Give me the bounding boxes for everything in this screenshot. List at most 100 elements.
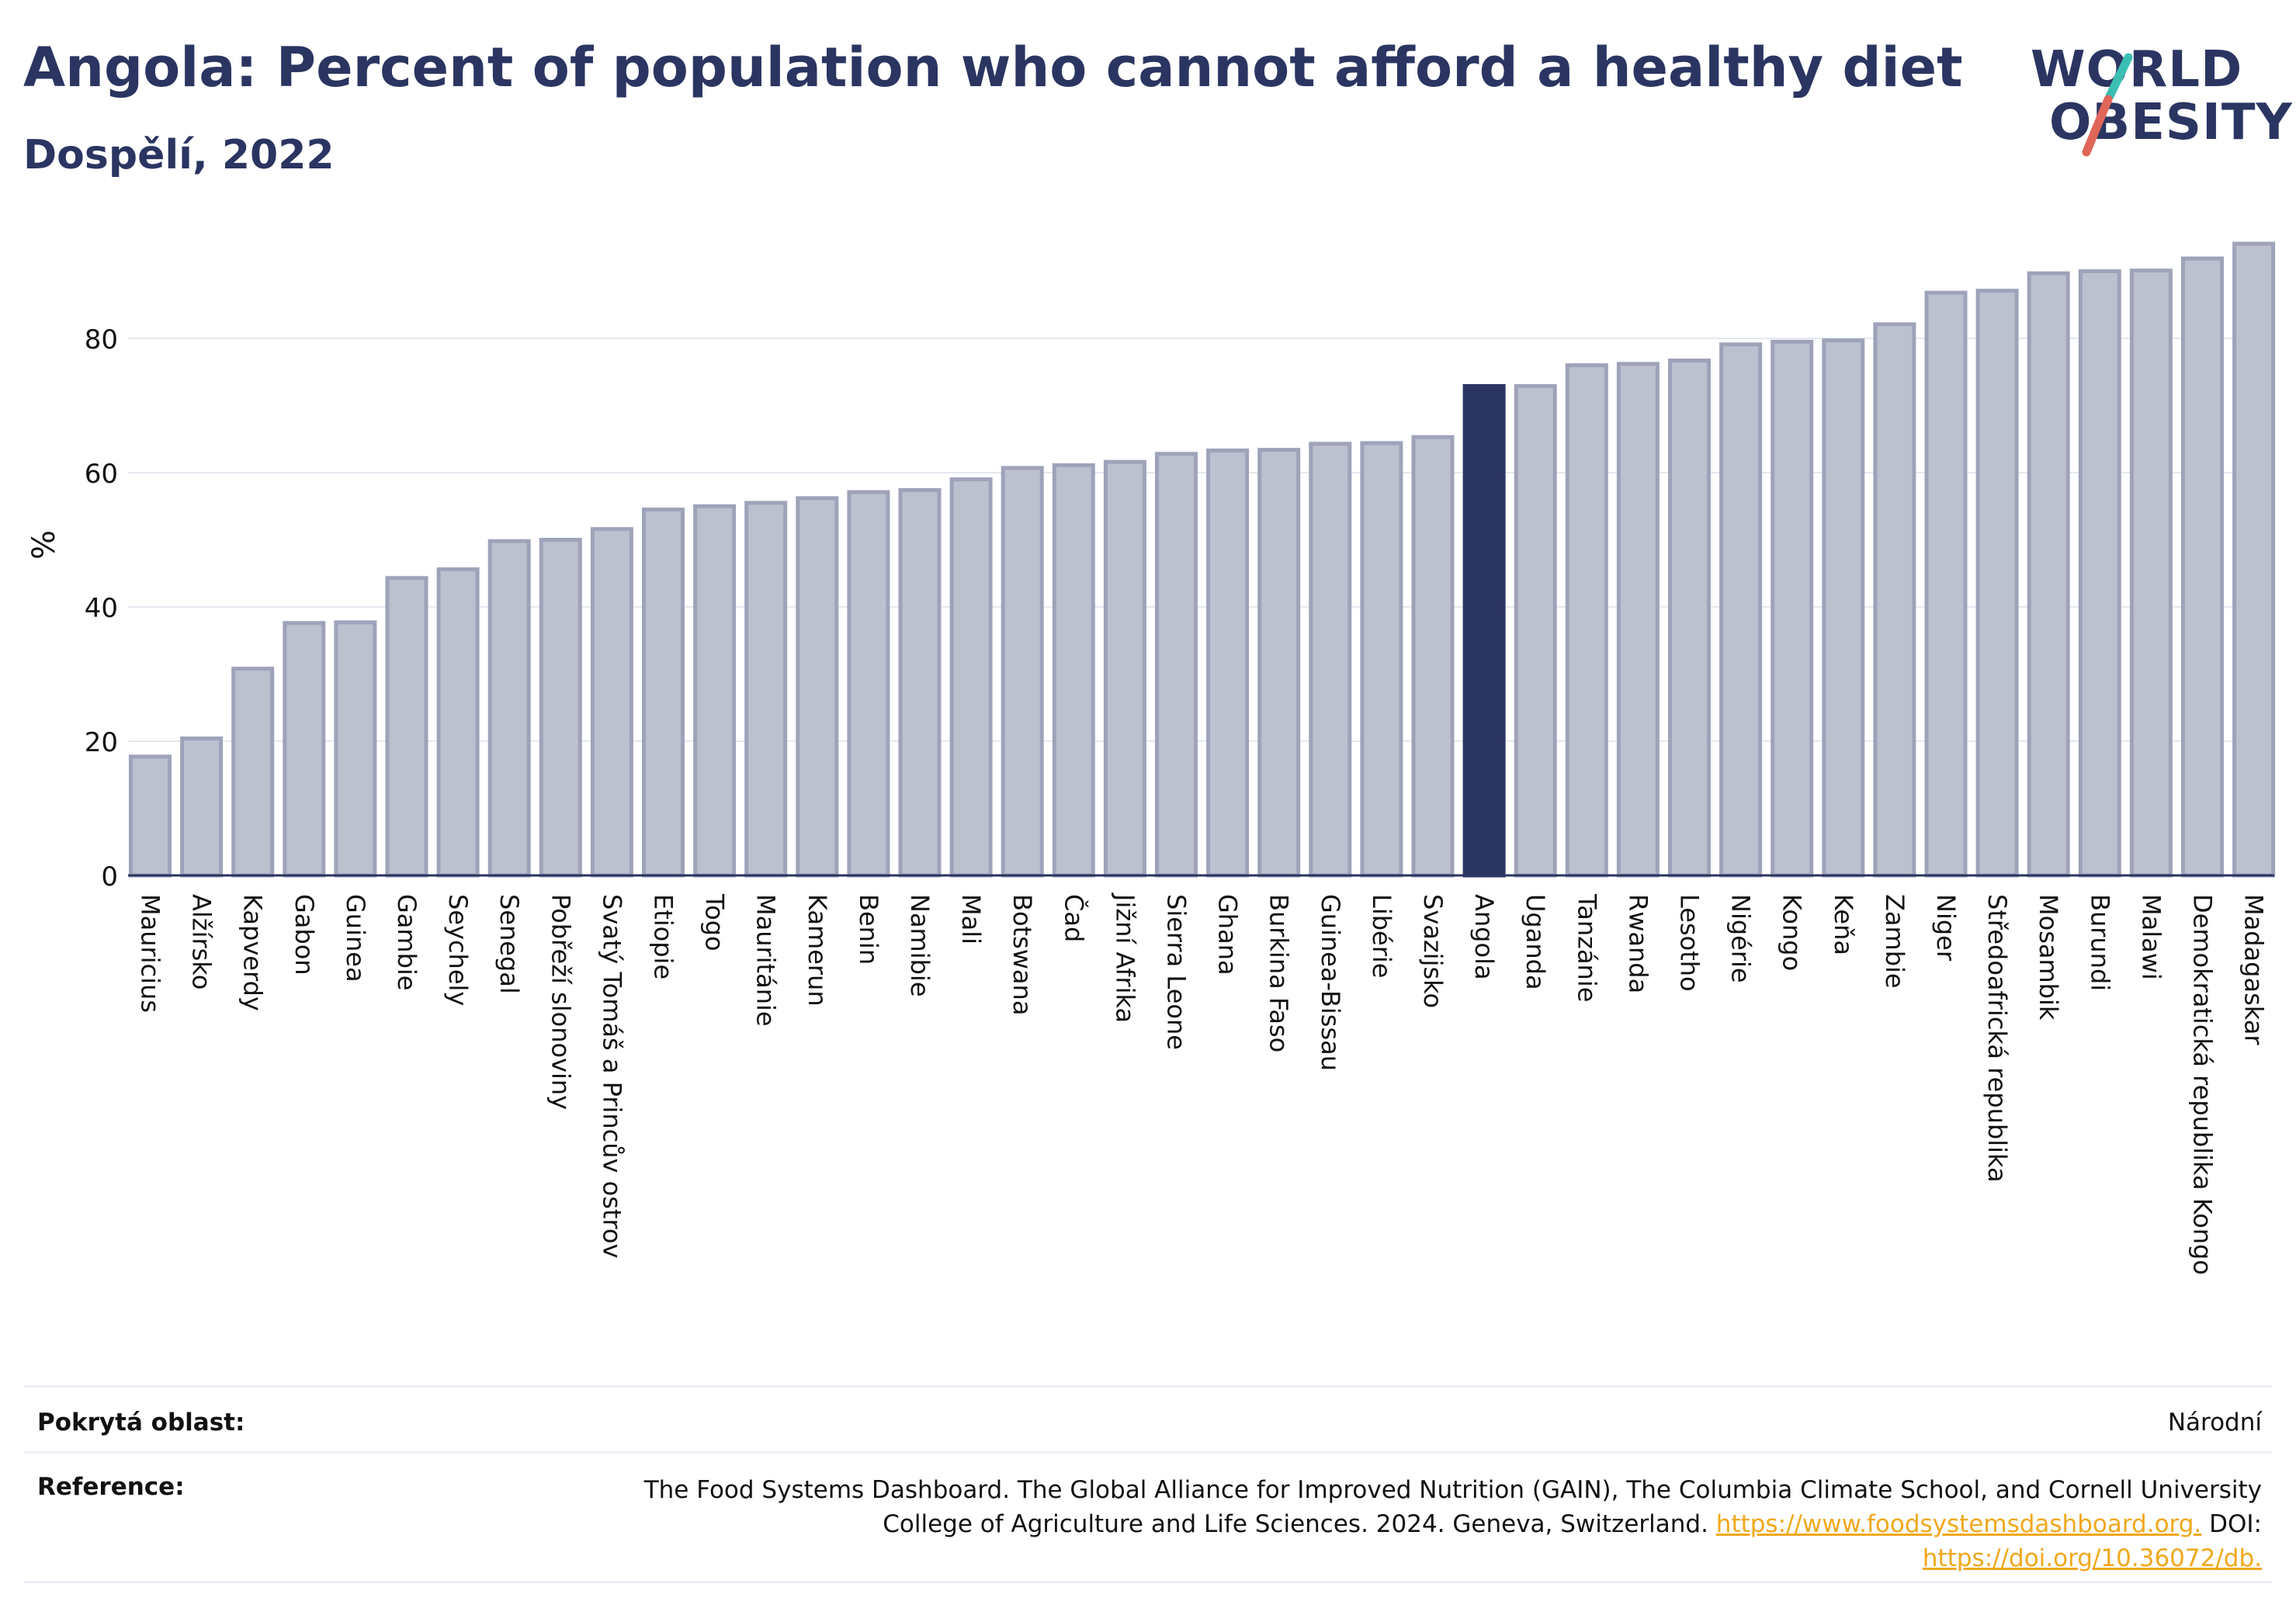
x-tick-label: Zambie: [1880, 894, 1909, 989]
coverage-label: Pokrytá oblast:: [37, 1409, 245, 1437]
x-tick-label: Libérie: [1367, 894, 1396, 978]
y-tick-label: 80: [85, 324, 118, 355]
x-tick-label: Ghana: [1213, 894, 1243, 976]
bar: [2027, 271, 2070, 878]
logo-text-world: WORLD: [2031, 41, 2243, 99]
y-tick-label: 20: [85, 727, 118, 758]
bar: [129, 754, 172, 878]
bar: [642, 508, 685, 878]
x-tick-label: Senegal: [494, 894, 524, 994]
bar: [2181, 256, 2224, 878]
reference-label: Reference:: [37, 1473, 185, 1501]
x-tick-label: Malawi: [2136, 894, 2166, 980]
x-tick-label: Benin: [854, 894, 883, 965]
x-tick-label: Burkina Faso: [1264, 894, 1294, 1052]
reference-link[interactable]: https://www.foodsystemsdashboard.org.: [1715, 1510, 2202, 1538]
x-tick-label: Tanzánie: [1572, 893, 1601, 1002]
x-tick-label: Kamerun: [803, 894, 832, 1007]
bar-highlighted: [1462, 383, 1506, 878]
doi-label: DOI:: [2209, 1510, 2262, 1538]
bar: [1565, 363, 1608, 878]
bar: [436, 567, 480, 878]
bar: [1052, 463, 1095, 878]
logo-slash-icon: [2082, 53, 2133, 157]
x-tick-label: Sierra Leone: [1162, 894, 1191, 1050]
y-axis-label: %: [26, 530, 62, 560]
x-tick-label: Alžírsko: [187, 894, 217, 989]
bar: [1155, 452, 1198, 878]
x-tick-label: Kapverdy: [238, 894, 268, 1011]
bar: [693, 504, 737, 878]
x-tick-label: Seychely: [443, 894, 473, 1006]
x-tick-label: Niger: [1931, 894, 1961, 962]
bar: [180, 736, 224, 878]
y-tick-label: 40: [85, 593, 118, 624]
x-tick-label: Gabon: [290, 894, 319, 976]
reference-text: The Food Systems Dashboard. The Global A…: [643, 1476, 2262, 1538]
x-tick-label: Namibie: [905, 894, 935, 997]
y-tick-label: 0: [101, 861, 118, 892]
bar: [1103, 459, 1146, 878]
bars: [129, 241, 2276, 878]
bar: [1822, 338, 1865, 878]
footer-divider-middle: [23, 1451, 2273, 1454]
footer-divider-top: [23, 1385, 2273, 1388]
x-tick-label: Keňa: [1829, 894, 1858, 955]
x-tick-label: Svazijsko: [1418, 894, 1448, 1008]
bar: [1514, 383, 1557, 878]
bar: [1206, 448, 1250, 878]
bar: [1411, 435, 1455, 878]
bar: [898, 487, 942, 878]
footer-divider-bottom: [23, 1581, 2273, 1583]
x-tick-label: Demokratická republika Kongo: [2188, 894, 2218, 1275]
x-tick-label: Angola: [1469, 894, 1499, 980]
x-tick-label: Botswana: [1008, 894, 1037, 1015]
bar: [1257, 448, 1301, 878]
bar: [1309, 442, 1352, 878]
x-tick-label: Togo: [700, 893, 730, 951]
bar: [796, 496, 839, 878]
chart-title: Angola: Percent of population who cannot…: [23, 36, 1963, 99]
x-axis-tick-labels: Mauricius Alžírsko Kapverdy Gabon Guinea Gamb…: [136, 892, 2269, 1275]
bar: [1771, 339, 1814, 878]
bar: [231, 667, 275, 878]
x-tick-label: Gambie: [392, 894, 421, 990]
x-tick-label: Guinea-Bissau: [1316, 894, 1345, 1071]
bar: [590, 527, 633, 878]
bar: [744, 501, 788, 878]
bar: [1001, 466, 1044, 878]
bar: [385, 576, 428, 878]
bar-chart: 0 20 40 60 80 % Mauricius Alžírsko Kapverdy Gab…: [26, 241, 2276, 1275]
bar: [1924, 290, 1968, 878]
x-tick-label: Madagaskar: [2239, 894, 2269, 1045]
x-tick-label: Mauritánie: [751, 894, 781, 1027]
x-tick-label: Pobřeží slonoviny: [546, 894, 575, 1110]
bar: [283, 621, 326, 878]
bar: [2129, 269, 2173, 878]
x-tick-label: Svatý Tomáš a Princův ostrov: [597, 894, 626, 1258]
x-tick-label: Mosambik: [2034, 894, 2063, 1021]
x-tick-label: Rwanda: [1623, 894, 1653, 993]
bar: [949, 477, 993, 878]
bar: [1360, 441, 1403, 878]
x-tick-label: Jižní Afrika: [1110, 892, 1139, 1023]
bar: [334, 620, 377, 878]
bar: [2232, 241, 2276, 878]
x-tick-label: Nigérie: [1726, 894, 1756, 983]
x-tick-label: Středoafrická republika: [1982, 894, 2012, 1183]
doi-link[interactable]: https://doi.org/10.36072/db.: [1922, 1544, 2262, 1572]
x-tick-label: Mali: [956, 894, 986, 944]
world-obesity-logo: WORLD OBESITY: [2018, 34, 2292, 166]
bar: [847, 490, 890, 878]
grid-lines: [128, 338, 2274, 742]
x-tick-label: Kongo: [1777, 894, 1807, 971]
x-tick-label: Čad: [1059, 894, 1089, 942]
reference-text-block: The Food Systems Dashboard. The Global A…: [593, 1473, 2262, 1575]
chart-subtitle: Dospělí, 2022: [23, 132, 335, 178]
bar: [487, 539, 531, 878]
x-tick-label: Etiopie: [649, 894, 678, 979]
x-tick-label: Uganda: [1521, 894, 1550, 990]
x-tick-label: Guinea: [341, 894, 370, 983]
bar: [1616, 362, 1660, 878]
bar: [2078, 269, 2121, 878]
